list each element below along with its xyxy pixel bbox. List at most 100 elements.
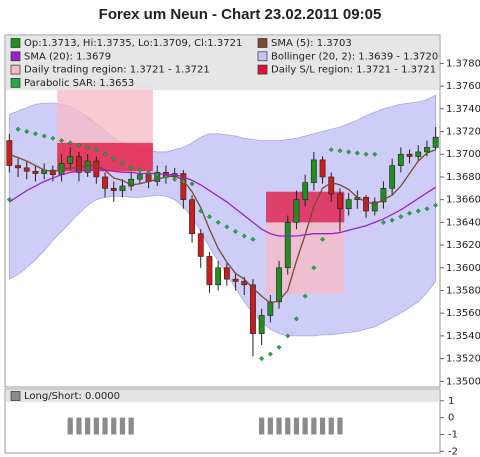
candle-body bbox=[397, 153, 404, 166]
sar-dot bbox=[276, 344, 282, 350]
candle-body bbox=[102, 176, 108, 189]
sar-dot bbox=[154, 172, 160, 178]
sar-dot bbox=[119, 160, 125, 166]
y-tick-label: 1 bbox=[448, 396, 454, 407]
candle-body bbox=[223, 267, 230, 280]
y-tick-label: 1.3560 bbox=[446, 308, 480, 319]
sar-dot bbox=[224, 224, 230, 230]
candle-body bbox=[371, 201, 378, 212]
bar bbox=[76, 417, 82, 435]
sar-dot bbox=[76, 142, 82, 148]
sar-dot bbox=[6, 197, 12, 203]
bar bbox=[259, 417, 265, 435]
legend-label: Bollinger (20, 2): 1.3639 - 1.3720 bbox=[271, 51, 438, 62]
bar bbox=[111, 417, 117, 435]
legend-swatch bbox=[10, 78, 21, 88]
legend-label: Parabolic SAR: 1.3653 bbox=[24, 78, 134, 89]
sar-dot bbox=[389, 217, 395, 223]
candle-body bbox=[319, 159, 326, 178]
bar bbox=[85, 417, 91, 435]
sar-dot bbox=[137, 167, 143, 173]
sar-dot bbox=[189, 181, 195, 187]
candle-body bbox=[337, 193, 343, 210]
sar-dot bbox=[354, 150, 360, 156]
legend-label: Daily trading region: 1.3721 - 1.3721 bbox=[24, 65, 210, 76]
candle-body bbox=[380, 187, 387, 203]
candle-body bbox=[293, 199, 300, 223]
bar bbox=[119, 417, 126, 435]
sar-dot bbox=[398, 214, 404, 220]
candle-body bbox=[345, 199, 352, 210]
indicator-line bbox=[9, 149, 436, 304]
legend-label: Op:1.3713, Hi:1.3735, Lo:1.3709, Cl:1.37… bbox=[24, 38, 242, 49]
sar-dot bbox=[50, 135, 56, 141]
sar-dot bbox=[206, 214, 212, 220]
candle-body bbox=[415, 151, 422, 157]
candle-body bbox=[197, 233, 204, 257]
legend-label: Daily S/L region: 1.3721 - 1.3721 bbox=[271, 65, 436, 76]
sar-dot bbox=[250, 236, 256, 242]
sar-dot bbox=[372, 151, 378, 157]
candle-body bbox=[49, 169, 56, 175]
sar-dot bbox=[433, 202, 439, 208]
bar bbox=[93, 417, 99, 435]
bar bbox=[276, 417, 282, 435]
legend-swatch bbox=[10, 51, 21, 62]
candle-body bbox=[276, 267, 282, 303]
y-tick-label: 1.3720 bbox=[446, 127, 480, 138]
sar-dot bbox=[59, 138, 65, 144]
sar-dot bbox=[180, 178, 186, 184]
candle-body bbox=[76, 156, 82, 173]
bar bbox=[328, 417, 334, 435]
candle-body bbox=[206, 256, 213, 286]
y-tick-label: 1.3600 bbox=[446, 263, 480, 274]
sar-dot bbox=[285, 333, 291, 339]
y-tick-label: 1.3660 bbox=[446, 195, 480, 206]
candle-body bbox=[258, 315, 265, 334]
candle-body bbox=[128, 178, 135, 187]
legend-swatch bbox=[257, 38, 268, 48]
sar-dot bbox=[93, 147, 99, 153]
y-tick-label: 0 bbox=[448, 413, 454, 424]
legend-swatch bbox=[257, 64, 268, 75]
y-tick-label: 1.3780 bbox=[446, 58, 480, 69]
y-tick-label: 1.3680 bbox=[446, 172, 480, 183]
candle-body bbox=[93, 160, 100, 178]
y-tick-label: 1.3640 bbox=[446, 217, 480, 228]
sar-dot bbox=[346, 149, 352, 155]
y-tick-label: 1.3500 bbox=[446, 376, 480, 387]
main-plot bbox=[6, 82, 439, 362]
sar-dot bbox=[320, 236, 326, 242]
chart-title: Forex um Neun - Chart 23.02.2011 09:05 bbox=[99, 6, 382, 23]
sar-dot bbox=[111, 156, 117, 162]
legend-label: SMA (20): 1.3679 bbox=[24, 51, 111, 62]
sar-dot bbox=[415, 208, 421, 214]
candle-body bbox=[241, 281, 248, 286]
bar bbox=[128, 417, 134, 435]
sar-dot bbox=[146, 169, 152, 175]
candle-body bbox=[23, 167, 30, 172]
sar-dot bbox=[293, 316, 299, 322]
bar bbox=[67, 417, 73, 435]
legend-box bbox=[6, 390, 439, 402]
bar bbox=[311, 417, 317, 435]
y-tick-label: 1.3540 bbox=[446, 331, 480, 342]
candle-body bbox=[119, 185, 126, 191]
legend-box bbox=[6, 36, 439, 90]
candle-body bbox=[6, 140, 13, 166]
sar-dot bbox=[163, 174, 169, 180]
sar-dot bbox=[215, 219, 221, 225]
sar-dot bbox=[67, 140, 73, 146]
candle-body bbox=[363, 197, 369, 212]
candle-body bbox=[215, 267, 222, 286]
legend-swatch bbox=[257, 51, 268, 62]
candle-body bbox=[432, 136, 439, 148]
candle-body bbox=[424, 147, 430, 153]
sar-dot bbox=[198, 208, 204, 214]
legend-swatch bbox=[10, 64, 21, 75]
sar-dot bbox=[41, 133, 47, 139]
sar-dot bbox=[337, 148, 343, 154]
legend-swatch bbox=[10, 391, 21, 401]
bar bbox=[319, 417, 326, 435]
